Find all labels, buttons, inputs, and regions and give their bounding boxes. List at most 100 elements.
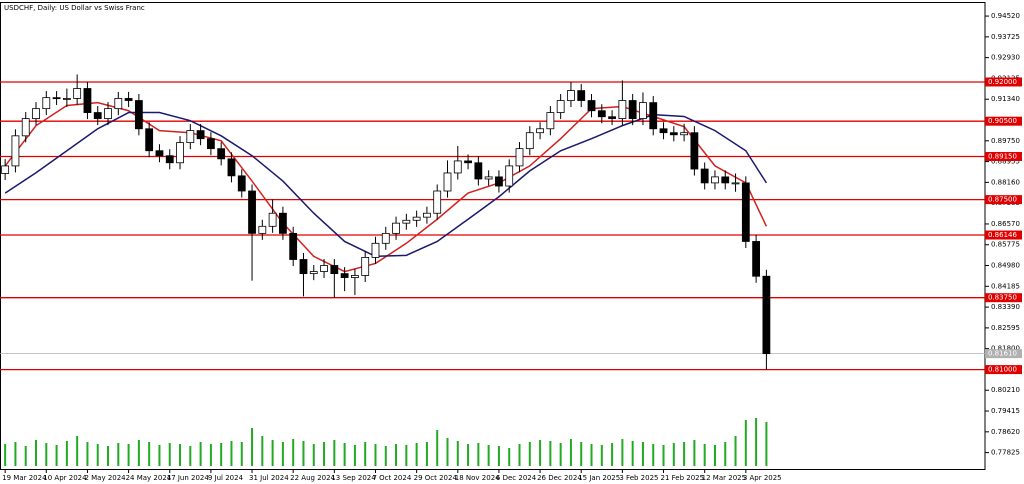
volume-bar: [168, 443, 171, 466]
volume-bar: [683, 442, 686, 466]
candle-body: [155, 150, 164, 157]
x-tick-label: 7 Oct 2024: [372, 474, 411, 482]
y-tick-label: 0.77825: [991, 449, 1020, 457]
volume-bar: [323, 442, 326, 466]
candle-body: [639, 102, 647, 119]
candle-body: [433, 190, 442, 214]
volume-bar: [446, 438, 449, 466]
y-tick-label: 0.84185: [991, 282, 1020, 290]
candle-body: [721, 176, 730, 184]
volume-bar: [600, 445, 603, 466]
candle-body: [11, 135, 20, 167]
candle-body: [700, 168, 709, 184]
level-label-box: [985, 116, 1022, 126]
level-label: 0.89150: [988, 152, 1017, 160]
volume-bar: [271, 440, 274, 466]
level-label: 0.83750: [988, 294, 1017, 302]
candle-body: [577, 90, 586, 101]
candle-body: [741, 182, 750, 242]
volume-bar: [14, 442, 17, 466]
plot-frame: [0, 2, 986, 470]
candle-body: [402, 219, 411, 224]
level-label: 0.90500: [988, 117, 1017, 125]
candle-body: [412, 216, 421, 221]
candle-body: [104, 108, 112, 119]
volume-bar: [364, 442, 367, 466]
candle-body: [42, 97, 51, 110]
volume-bar: [456, 441, 459, 466]
y-tick-label: 0.85775: [991, 241, 1020, 249]
candle-body: [351, 275, 359, 278]
y-tick-label: 0.80210: [991, 386, 1020, 394]
volume-bar: [672, 443, 675, 466]
level-label-box: [985, 195, 1022, 205]
volume-bar: [230, 441, 233, 466]
candle-body: [52, 97, 61, 100]
chart-title: USDCHF, Daily: US Dollar vs Swiss Franc: [4, 4, 145, 12]
candle-body: [443, 172, 452, 192]
x-tick-label: 10 Apr 2024: [43, 474, 87, 482]
x-tick-label: 12 Mar 2025: [702, 474, 746, 482]
volume-bar: [76, 436, 79, 466]
volume-bar: [477, 443, 480, 466]
y-tick-label: 0.84980: [991, 262, 1020, 270]
moving-average-line: [4, 111, 768, 258]
volume-bar: [713, 445, 716, 466]
candle-body: [21, 118, 30, 137]
volume-bar: [251, 428, 254, 466]
candle-body: [330, 265, 339, 275]
level-label: 0.81000: [988, 366, 1017, 374]
candle-body: [134, 100, 143, 130]
volume-bar: [158, 445, 161, 466]
volume-bar: [353, 445, 356, 466]
volume-bar: [4, 444, 7, 466]
volume-bar: [209, 444, 212, 466]
candle-body: [73, 88, 82, 99]
candle-body: [453, 160, 462, 174]
volume-bar: [621, 439, 624, 466]
x-tick-label: 9 Jul 2024: [208, 474, 244, 482]
x-tick-label: 17 Jun 2024: [167, 474, 210, 482]
volume-bar: [96, 444, 99, 466]
candle-body: [731, 182, 740, 185]
candle-body: [680, 132, 688, 136]
candle-body: [217, 148, 226, 160]
x-tick-label: 26 Dec 2024: [537, 474, 582, 482]
level-label-box: [985, 230, 1022, 240]
volume-bar: [302, 441, 305, 466]
candle-body: [659, 128, 668, 134]
x-tick-label: 18 Nov 2024: [455, 474, 500, 482]
candle-body: [762, 275, 771, 355]
y-tick-label: 0.81800: [991, 345, 1020, 353]
volume-bar: [652, 444, 655, 466]
candle-body: [392, 222, 400, 234]
candle-body: [206, 138, 215, 150]
x-tick-label: 6 Dec 2024: [496, 474, 537, 482]
candle-body: [196, 130, 205, 140]
volume-bar: [549, 441, 552, 466]
candle-body: [556, 100, 565, 113]
candle-body: [587, 100, 596, 112]
y-tick-label: 0.82595: [991, 324, 1020, 332]
candle-body: [525, 132, 534, 150]
volume-bar: [518, 444, 521, 466]
bid-label-box: [985, 349, 1022, 359]
volume-bar: [765, 422, 768, 466]
candle-body: [1, 165, 10, 174]
candle-body: [124, 98, 133, 101]
volume-bar: [86, 442, 89, 466]
volume-bar: [137, 440, 140, 466]
level-label-box: [985, 365, 1022, 375]
volume-bar: [580, 442, 583, 466]
candle-body: [423, 212, 431, 218]
y-tick-label: 0.78620: [991, 428, 1020, 436]
level-label-box: [985, 151, 1022, 161]
candle-body: [165, 155, 174, 164]
candle-body: [227, 158, 236, 177]
candle-body: [464, 160, 472, 164]
volume-bar: [333, 440, 336, 466]
volume-bar: [395, 444, 398, 466]
volume-bar: [45, 443, 48, 466]
candle-body: [299, 259, 308, 275]
candle-body: [93, 112, 102, 119]
